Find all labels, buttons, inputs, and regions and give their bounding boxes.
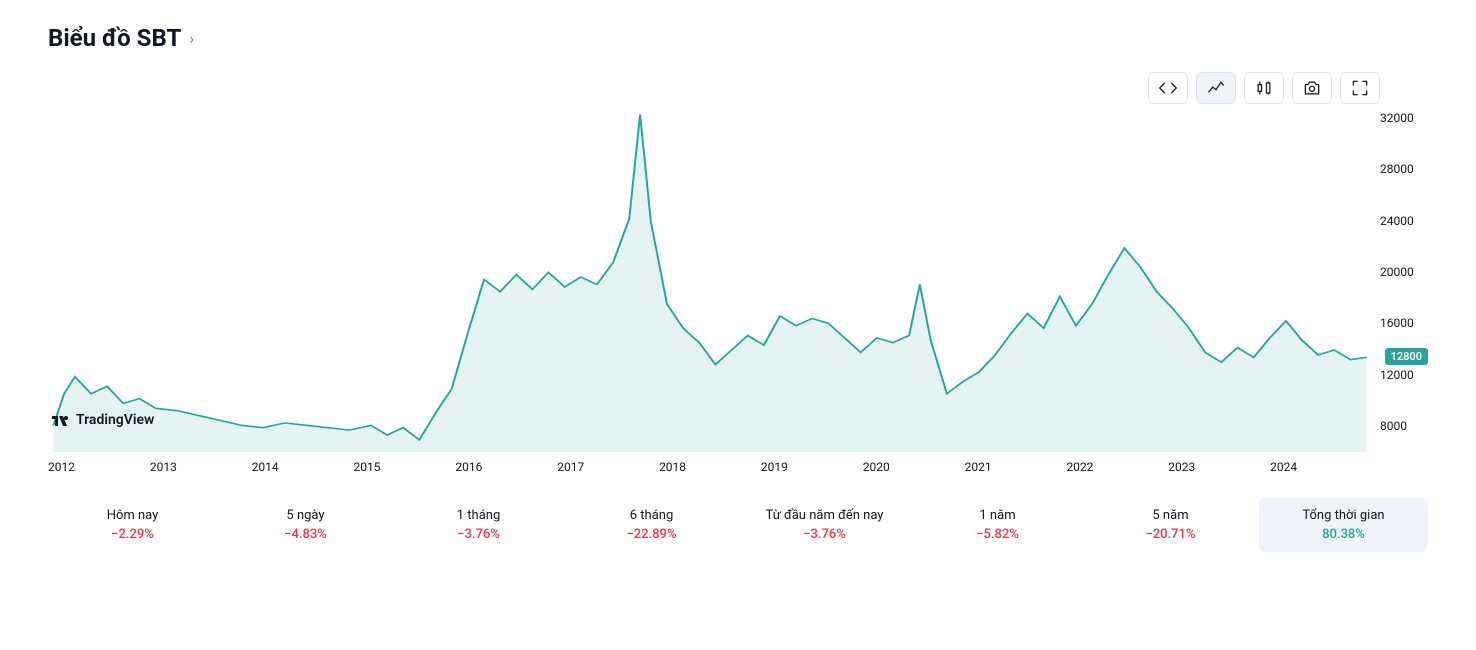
y-axis-label: 16000 xyxy=(1380,317,1428,329)
x-axis-label: 2015 xyxy=(354,460,456,474)
period-option[interactable]: 6 tháng −22.89% xyxy=(567,498,736,552)
period-value: −5.82% xyxy=(919,527,1076,542)
chart-area[interactable]: TradingView 12800 32000 28000 24000 20000 16… xyxy=(48,112,1428,452)
period-option[interactable]: Tổng thời gian 80.38% xyxy=(1259,498,1428,552)
x-axis-label: 2022 xyxy=(1066,460,1168,474)
x-axis-label: 2017 xyxy=(557,460,659,474)
chart-toolbar xyxy=(48,72,1428,104)
y-axis-label: 20000 xyxy=(1380,266,1428,278)
period-selector: Hôm nay −2.29% 5 ngày −4.83% 1 tháng −3.76% 6 … xyxy=(48,498,1428,552)
price-chart[interactable] xyxy=(48,112,1372,452)
chart-header: Biểu đồ SBT › xyxy=(48,24,1428,52)
y-axis-label: 8000 xyxy=(1380,420,1428,432)
x-axis-label: 2024 xyxy=(1270,460,1372,474)
fullscreen-button[interactable] xyxy=(1340,72,1380,104)
watermark-text: TradingView xyxy=(76,412,154,428)
period-value: 80.38% xyxy=(1265,527,1422,542)
period-label: 6 tháng xyxy=(573,508,730,523)
period-value: −4.83% xyxy=(227,527,384,542)
period-value: −20.71% xyxy=(1092,527,1249,542)
chart-canvas[interactable]: TradingView 12800 xyxy=(48,112,1372,452)
period-option[interactable]: 1 năm −5.82% xyxy=(913,498,1082,552)
snapshot-button[interactable] xyxy=(1292,72,1332,104)
candlestick-button[interactable] xyxy=(1244,72,1284,104)
x-axis-label: 2019 xyxy=(761,460,863,474)
period-value: −22.89% xyxy=(573,527,730,542)
period-option[interactable]: 5 ngày −4.83% xyxy=(221,498,390,552)
x-axis-label: 2013 xyxy=(150,460,252,474)
period-label: Từ đầu năm đến nay xyxy=(746,508,903,523)
period-label: Hôm nay xyxy=(54,508,211,523)
camera-icon xyxy=(1302,78,1322,98)
x-axis-label: 2016 xyxy=(455,460,557,474)
area-chart-icon xyxy=(1206,78,1226,98)
x-axis-label: 2021 xyxy=(965,460,1067,474)
chevron-right-icon: › xyxy=(189,29,194,48)
chart-title[interactable]: Biểu đồ SBT xyxy=(48,24,181,52)
fullscreen-icon xyxy=(1350,78,1370,98)
period-label: Tổng thời gian xyxy=(1265,508,1422,523)
x-axis-label: 2023 xyxy=(1168,460,1270,474)
period-value: −3.76% xyxy=(746,527,903,542)
area-chart-button[interactable] xyxy=(1196,72,1236,104)
x-axis-label: 2018 xyxy=(659,460,761,474)
candlestick-icon xyxy=(1254,78,1274,98)
y-axis-label: 12000 xyxy=(1380,369,1428,381)
embed-button[interactable] xyxy=(1148,72,1188,104)
period-label: 5 năm xyxy=(1092,508,1249,523)
current-price-badge: 12800 xyxy=(1385,348,1428,365)
y-axis-label: 24000 xyxy=(1380,215,1428,227)
y-axis-label: 28000 xyxy=(1380,163,1428,175)
period-label: 1 tháng xyxy=(400,508,557,523)
x-axis-label: 2014 xyxy=(252,460,354,474)
period-option[interactable]: Từ đầu năm đến nay −3.76% xyxy=(740,498,909,552)
tradingview-logo-icon xyxy=(52,413,70,427)
period-option[interactable]: 5 năm −20.71% xyxy=(1086,498,1255,552)
period-value: −2.29% xyxy=(54,527,211,542)
period-label: 5 ngày xyxy=(227,508,384,523)
y-axis-label: 32000 xyxy=(1380,112,1428,124)
x-axis-label: 2020 xyxy=(863,460,965,474)
y-axis: 32000 28000 24000 20000 16000 12000 8000 xyxy=(1372,112,1428,452)
x-axis: 2012201320142015201620172018201920202021… xyxy=(48,452,1428,474)
period-option[interactable]: 1 tháng −3.76% xyxy=(394,498,563,552)
x-axis-label: 2012 xyxy=(48,460,150,474)
period-label: 1 năm xyxy=(919,508,1076,523)
period-option[interactable]: Hôm nay −2.29% xyxy=(48,498,217,552)
code-icon xyxy=(1158,78,1178,98)
period-value: −3.76% xyxy=(400,527,557,542)
tradingview-watermark: TradingView xyxy=(52,412,154,428)
